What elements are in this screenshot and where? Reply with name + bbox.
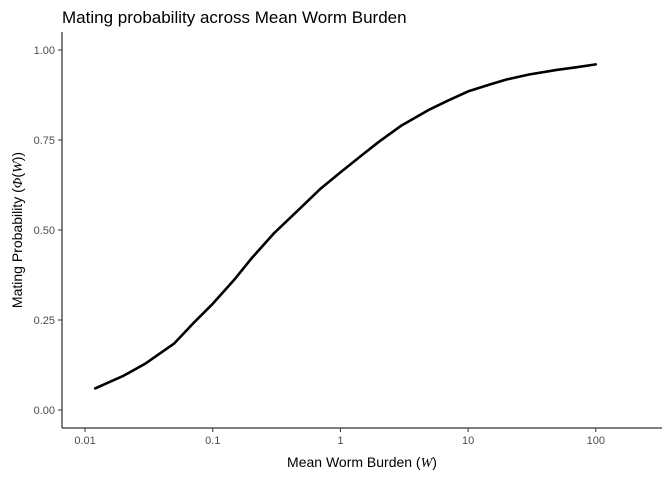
- y-axis-title-phi: Φ: [11, 177, 26, 188]
- y-axis-title: Mating Probability (Φ(W)): [9, 152, 26, 308]
- y-ticks: 0.00 0.25 0.50 0.75 1.00: [34, 45, 62, 417]
- y-tick-label: 0.25: [34, 315, 55, 327]
- y-axis-title-suffix: )): [9, 152, 25, 161]
- x-tick-label: 0.1: [205, 435, 220, 447]
- x-ticks: 0.01 0.1 1 10 100: [74, 428, 605, 447]
- x-axis-title-suffix: ): [432, 454, 437, 470]
- x-tick-label: 1: [337, 435, 343, 447]
- x-tick-label: 100: [587, 435, 605, 447]
- x-axis-title-text: Mean Worm Burden (: [287, 454, 421, 470]
- y-axis-title-symbol: W: [11, 160, 26, 173]
- y-tick-label: 1.00: [34, 45, 55, 57]
- y-axis-title-paren: (: [9, 173, 25, 178]
- y-tick-label: 0.75: [34, 135, 55, 147]
- x-axis-title-symbol: W: [421, 456, 434, 471]
- series-line: [93, 63, 598, 390]
- y-tick-label: 0.00: [34, 405, 55, 417]
- chart-title: Mating probability across Mean Worm Burd…: [62, 8, 407, 27]
- x-tick-label: 10: [462, 435, 474, 447]
- y-axis-title-text: Mating Probability (: [9, 188, 25, 308]
- y-tick-label: 0.50: [34, 225, 55, 237]
- x-axis-title: Mean Worm Burden (W): [287, 454, 437, 471]
- x-tick-label: 0.01: [74, 435, 95, 447]
